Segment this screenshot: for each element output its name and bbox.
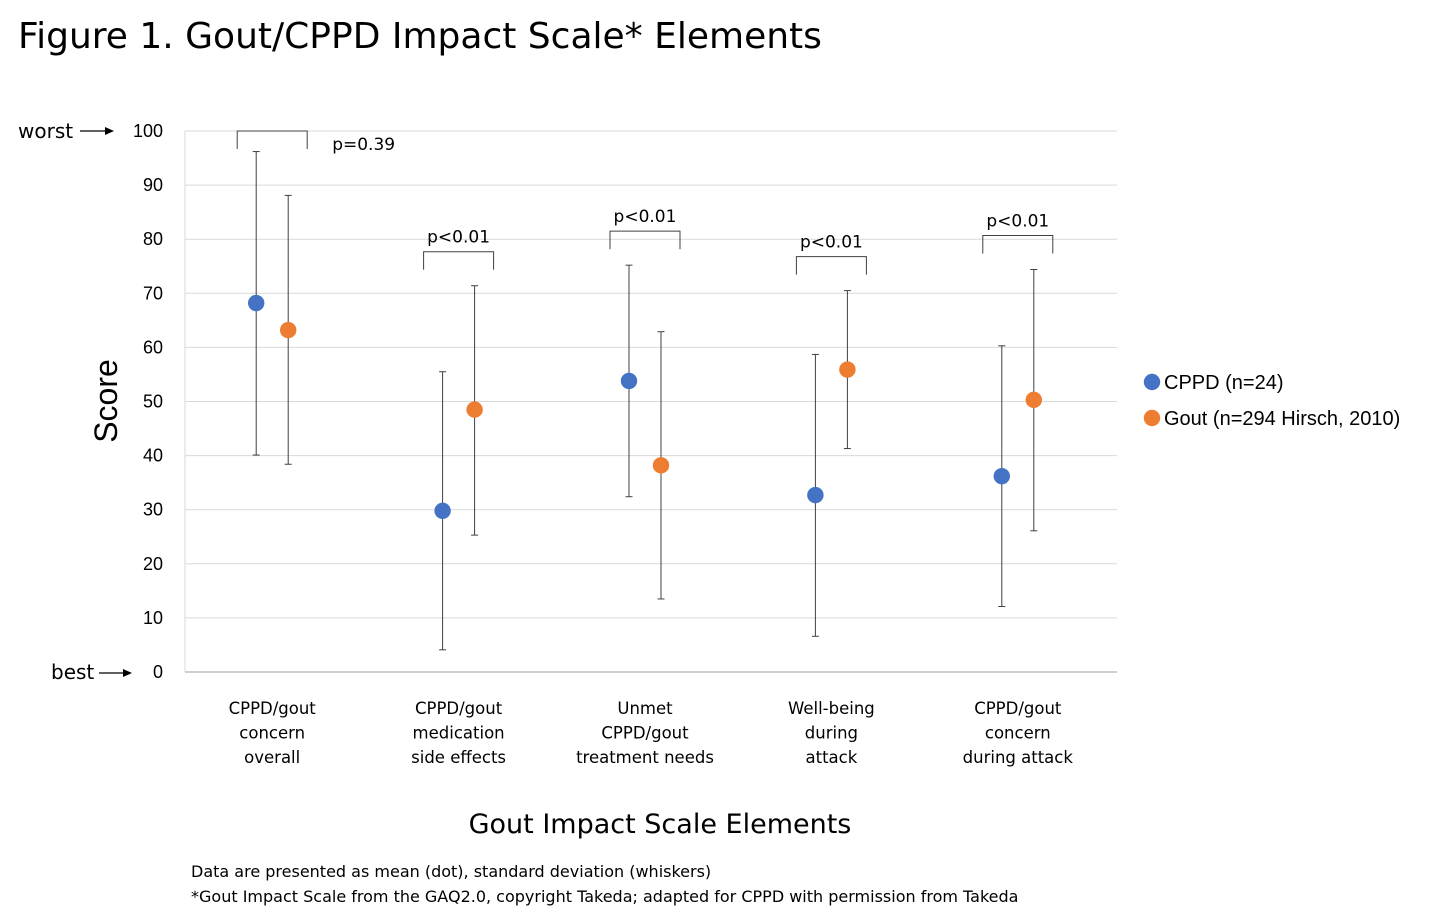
p-value-label: p<0.01 (986, 211, 1049, 231)
p-value-label: p<0.01 (614, 207, 677, 227)
significance-bracket: p=0.39 (236, 130, 395, 155)
y-tick-label: 30 (143, 500, 163, 520)
y-tick-label: 20 (143, 554, 163, 574)
y-tick-label: 70 (143, 283, 163, 303)
data-point (466, 401, 483, 418)
legend-swatch (1143, 373, 1161, 391)
data-point (807, 486, 824, 504)
p-value-label: p<0.01 (800, 233, 863, 253)
data-point (620, 372, 638, 390)
x-category-label: CPPD/gout medication side effects (411, 699, 506, 767)
significance-brackets: p=0.39 p<0.01 p<0.01 p<0.01 p<0.01 (236, 130, 1054, 275)
y-tick-label: 80 (143, 229, 163, 249)
x-category-label: CPPD/gout concern overall (229, 699, 317, 767)
data-point (434, 502, 451, 519)
legend-item: CPPD (n=24) (1143, 372, 1284, 394)
legend-label: Gout (n=294 Hirsch, 2010) (1164, 408, 1400, 430)
y-tick-label: 50 (143, 392, 163, 412)
y-tick-label: 90 (143, 175, 163, 195)
p-value-label: p<0.01 (427, 228, 490, 248)
x-category-label: Well-being during attack (788, 699, 875, 767)
y-tick-label: 40 (143, 446, 163, 466)
p-value-label: p=0.39 (332, 135, 395, 155)
y-tick-label: 100 (133, 121, 163, 141)
worst-label: worst (18, 119, 73, 143)
x-category-label: CPPD/gout concern during attack (963, 699, 1074, 767)
x-category-label: Unmet CPPD/gout treatment needs (576, 699, 714, 767)
significance-bracket: p<0.01 (795, 233, 867, 275)
figure-title: Figure 1. Gout/CPPD Impact Scale* Elemen… (18, 16, 822, 57)
data-points (248, 294, 1043, 519)
y-tick-labels: 0 10 20 30 40 50 60 70 80 90 100 (133, 121, 163, 682)
legend-item: Gout (n=294 Hirsch, 2010) (1143, 408, 1400, 430)
data-point (280, 321, 297, 339)
legend-label: CPPD (n=24) (1164, 372, 1284, 394)
y-tick-label: 60 (143, 337, 163, 357)
x-axis-label: Gout Impact Scale Elements (469, 809, 852, 840)
significance-bracket: p<0.01 (982, 211, 1054, 254)
y-tick-label: 10 (143, 608, 163, 628)
worst-marker: worst (18, 119, 114, 143)
data-point (248, 294, 265, 312)
best-marker: best (51, 660, 132, 684)
gridlines (184, 130, 1117, 673)
data-point (839, 361, 856, 378)
y-axis-label: Score (88, 359, 124, 443)
data-point (993, 467, 1010, 485)
significance-bracket: p<0.01 (609, 207, 681, 250)
worst-arrow-icon (105, 127, 114, 135)
data-point (652, 457, 670, 474)
best-arrow-icon (123, 669, 132, 677)
y-tick-label: 0 (153, 662, 163, 682)
significance-bracket: p<0.01 (423, 228, 495, 270)
x-category-labels: CPPD/gout concern overall CPPD/gout medicati… (229, 699, 1074, 767)
data-point (1025, 391, 1043, 409)
legend-swatch (1143, 409, 1161, 427)
footnote-1: Data are presented as mean (dot), standa… (191, 862, 711, 881)
legend: CPPD (n=24) Gout (n=294 Hirsch, 2010) (1143, 372, 1400, 430)
footnote-2: *Gout Impact Scale from the GAQ2.0, copy… (191, 887, 1018, 906)
best-label: best (51, 660, 94, 684)
